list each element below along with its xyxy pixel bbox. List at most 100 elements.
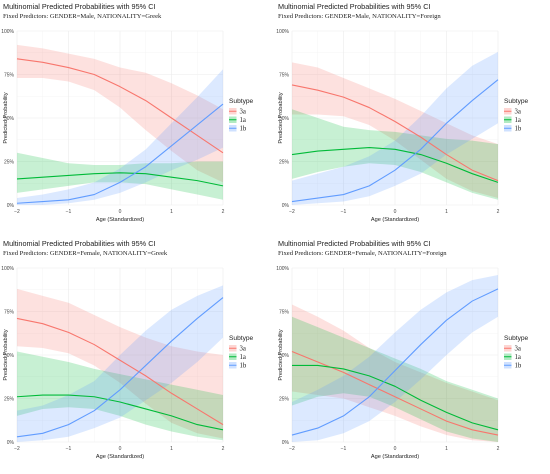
y-tick-label: 75% <box>279 309 290 315</box>
x-axis-title: Age (Standardized) <box>371 217 419 223</box>
ci-ribbon-3a <box>17 44 223 183</box>
y-tick-label: 25% <box>4 396 15 402</box>
x-axis-title: Age (Standardized) <box>96 454 144 460</box>
legend-label-1a: 1a <box>515 117 521 124</box>
y-tick-label: 0% <box>282 440 290 446</box>
x-tick-label: −2 <box>289 446 295 452</box>
y-tick-label: 0% <box>7 440 15 446</box>
chart-panel-female-foreign: Multinomial Predicted Probabilities with… <box>275 237 550 474</box>
legend-label-3a: 3a <box>240 346 246 353</box>
ci-ribbon-3a <box>292 62 498 199</box>
gridlines <box>291 267 499 443</box>
legend-label-1b: 1b <box>515 126 522 133</box>
x-tick-label: −1 <box>66 446 72 452</box>
ci-ribbon-1a <box>17 152 223 200</box>
y-axis-title: Predicted Probability <box>3 329 9 381</box>
series-line-1b <box>291 79 499 203</box>
ci-ribbon-1a <box>292 316 498 442</box>
series-line-3a <box>16 58 224 154</box>
y-tick-label: 100% <box>276 266 289 272</box>
series-line-1b <box>16 297 224 438</box>
y-axis-title: Predicted Probability <box>3 92 9 144</box>
y-tick-label: 25% <box>279 396 290 402</box>
x-tick-label: −2 <box>14 446 20 452</box>
y-tick-label: 25% <box>4 159 15 165</box>
x-tick-label: 1 <box>170 446 173 452</box>
ci-ribbon-1b <box>292 274 498 442</box>
x-tick-label: 2 <box>222 446 225 452</box>
legend-title: Subtype <box>504 98 529 105</box>
y-axis-title: Predicted Probability <box>278 329 284 381</box>
chart-subtitle: Fixed Predictors: GENDER=Female, NATIONA… <box>3 250 168 257</box>
ci-ribbon-1a <box>292 109 498 200</box>
y-tick-label: 50% <box>4 353 15 359</box>
x-tick-label: −1 <box>341 209 347 215</box>
y-tick-label: 50% <box>279 116 290 122</box>
x-tick-label: −1 <box>66 209 72 215</box>
chart-subtitle: Fixed Predictors: GENDER=Male, NATIONALI… <box>3 13 162 20</box>
x-tick-label: −2 <box>289 209 295 215</box>
y-tick-label: 0% <box>7 203 15 209</box>
series-line-1b <box>291 288 499 436</box>
ci-ribbon-3a <box>292 304 498 442</box>
chart-panel-male-foreign: Multinomial Predicted Probabilities with… <box>275 0 550 237</box>
series-line-1a <box>16 394 224 431</box>
x-tick-label: 0 <box>394 446 397 452</box>
ci-ribbon-3a <box>17 288 223 439</box>
legend-label-1a: 1a <box>240 117 246 124</box>
legend-label-3a: 3a <box>515 346 521 353</box>
y-tick-label: 50% <box>279 353 290 359</box>
x-tick-label: 2 <box>497 446 500 452</box>
ci-ribbon-1b <box>17 285 223 442</box>
legend-label-1b: 1b <box>515 363 522 370</box>
legend-label-3a: 3a <box>515 109 521 116</box>
legend-title: Subtype <box>229 98 254 105</box>
x-tick-label: 2 <box>497 209 500 215</box>
x-tick-label: 1 <box>445 446 448 452</box>
y-tick-label: 100% <box>276 29 289 35</box>
series-line-1a <box>291 147 499 183</box>
series-line-1a <box>292 364 499 431</box>
series-line-3a <box>291 84 499 182</box>
y-tick-label: 75% <box>4 309 15 315</box>
x-tick-label: 0 <box>394 209 397 215</box>
chart-subtitle: Fixed Predictors: GENDER=Female, NATIONA… <box>278 250 447 257</box>
legend-title: Subtype <box>229 335 254 342</box>
x-tick-label: 0 <box>119 446 122 452</box>
x-axis-title: Age (Standardized) <box>371 454 419 460</box>
chart-title: Multinomial Predicted Probabilities with… <box>3 239 156 248</box>
x-axis-title: Age (Standardized) <box>96 217 144 223</box>
y-tick-label: 75% <box>4 72 15 78</box>
ci-ribbon-1a <box>17 351 223 441</box>
chart-title: Multinomial Predicted Probabilities with… <box>278 239 431 248</box>
series-line-3a <box>291 351 499 436</box>
legend-label-1b: 1b <box>240 363 247 370</box>
gridlines <box>16 267 224 443</box>
y-tick-label: 25% <box>279 159 290 165</box>
y-tick-label: 100% <box>1 266 14 272</box>
y-tick-label: 100% <box>1 29 14 35</box>
x-tick-label: 1 <box>445 209 448 215</box>
chart-subtitle: Fixed Predictors: GENDER=Male, NATIONALI… <box>278 13 441 20</box>
legend-title: Subtype <box>504 335 529 342</box>
legend-label-3a: 3a <box>240 109 246 116</box>
legend-label-1b: 1b <box>240 126 247 133</box>
series-line-1b <box>16 103 224 204</box>
chart-title: Multinomial Predicted Probabilities with… <box>3 2 156 11</box>
series-line-1a <box>16 172 224 187</box>
gridlines <box>16 30 224 206</box>
x-tick-label: 0 <box>119 209 122 215</box>
chart-svg: Multinomial Predicted Probabilities with… <box>1 239 254 460</box>
legend-label-1a: 1a <box>515 354 521 361</box>
y-tick-label: 50% <box>4 116 15 122</box>
gridlines <box>291 30 499 206</box>
chart-svg: Multinomial Predicted Probabilities with… <box>276 2 529 223</box>
y-axis-title: Predicted Probability <box>278 92 284 144</box>
y-tick-label: 75% <box>279 72 290 78</box>
y-tick-label: 0% <box>282 203 290 209</box>
chart-svg: Multinomial Predicted Probabilities with… <box>276 239 529 460</box>
chart-svg: Multinomial Predicted Probabilities with… <box>1 2 254 223</box>
legend-label-1a: 1a <box>240 354 246 361</box>
chart-panel-female-greek: Multinomial Predicted Probabilities with… <box>0 237 275 474</box>
series-line-3a <box>16 317 224 426</box>
